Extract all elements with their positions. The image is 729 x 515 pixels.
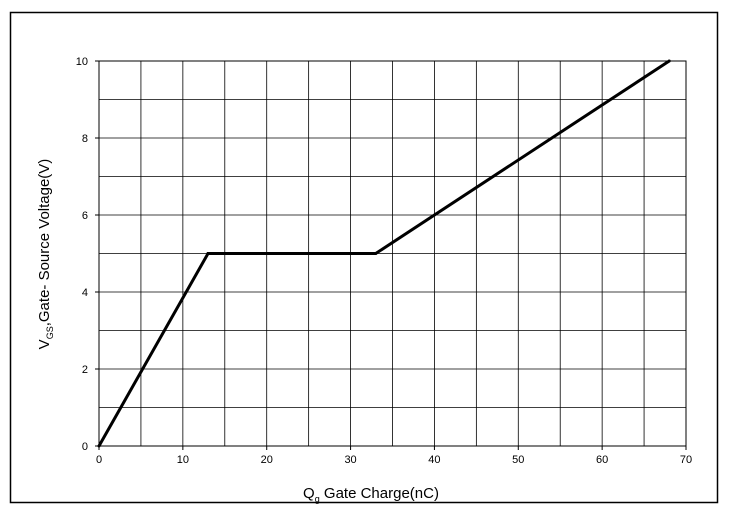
x-tick-label: 10 <box>177 454 189 466</box>
y-tick-label: 8 <box>82 133 88 145</box>
x-tick-label: 70 <box>680 454 692 466</box>
x-tick-label: 20 <box>261 454 273 466</box>
outer-frame <box>9 11 719 504</box>
x-tick-label: 0 <box>96 454 102 466</box>
y-tick-label: 2 <box>82 364 88 376</box>
y-tick-label: 4 <box>82 287 88 299</box>
vgs-curve-point <box>97 444 101 448</box>
tick-labels: 0 10 20 30 40 50 60 70 0 2 4 6 8 10 <box>76 56 692 466</box>
vgs-curve-point <box>206 252 210 255</box>
x-axis-title-main: Q <box>303 485 315 502</box>
vgs-curve-point <box>667 59 671 63</box>
vgs-curve-point <box>374 252 378 255</box>
x-tick-label: 50 <box>512 454 524 466</box>
series-layer <box>97 59 671 448</box>
x-tick-label: 30 <box>344 454 356 466</box>
y-tick-label: 6 <box>82 210 88 222</box>
plot-border <box>98 60 687 447</box>
y-tick-label: 0 <box>82 441 88 453</box>
y-axis-title-main: V <box>36 339 53 349</box>
y-axis-title-rest: ,Gate- Source Voltage(V) <box>36 159 53 327</box>
x-tick-label: 40 <box>428 454 440 466</box>
x-axis-title: Qg Gate Charge(nC) <box>303 485 439 504</box>
y-axis-title-sub: GS <box>45 326 55 339</box>
y-tick-label: 10 <box>76 56 88 68</box>
y-axis-title: VGS,Gate- Source Voltage(V) <box>36 159 55 350</box>
x-tick-label: 60 <box>596 454 608 466</box>
x-axis-title-rest: Gate Charge(nC) <box>320 485 439 502</box>
grid-lines <box>99 61 686 446</box>
x-axis-title-sub: g <box>315 494 320 504</box>
vgs-curve-line <box>97 59 671 447</box>
